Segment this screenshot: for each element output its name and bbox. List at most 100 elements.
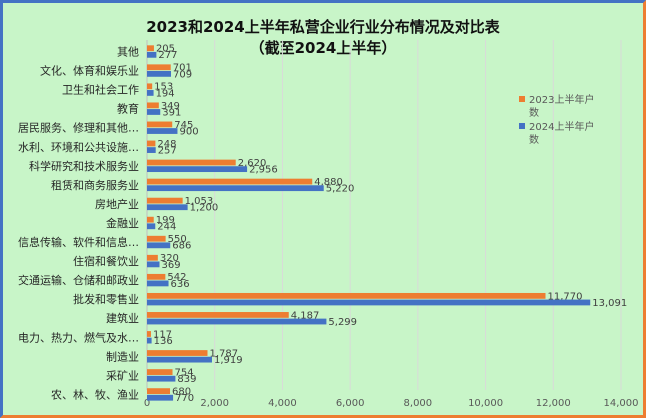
x-tick-label: 2,000 [200,398,229,409]
category-label: 居民服务、修理和其他… [18,121,139,135]
data-label-2023: 4,187 [291,310,320,321]
data-label-2023: 754 [175,367,194,378]
category-label: 房地产业 [95,197,139,211]
bar-2024 [147,375,176,382]
bar-2024 [147,70,172,77]
bar-2023 [147,45,154,52]
data-label-2024: 277 [158,50,177,61]
category-label: 批发和零售业 [73,292,139,306]
category-label: 金融业 [106,216,139,230]
data-label-2024: 709 [173,69,192,80]
bar-2024 [147,242,171,249]
bar-2023 [147,331,151,337]
legend-swatch-2024 [519,123,525,129]
category-label: 电力、热力、燃气及水… [18,330,139,344]
category-label: 文化、体育和娱乐业 [40,64,139,78]
data-label-2024: 257 [158,145,177,156]
data-label-2024: 2,956 [249,165,278,176]
bar-2024 [147,356,212,363]
bar-2024 [147,394,174,401]
bar-2023 [147,178,313,185]
category-label: 农、林、牧、渔业 [51,387,139,401]
data-label-2024: 900 [179,126,198,137]
data-label-2023: 248 [157,139,176,150]
bar-2024 [147,299,591,306]
bar-2024 [147,280,169,287]
x-tick-label: 14,000 [604,398,639,409]
category-label: 交通运输、仓储和邮政业 [18,273,139,287]
x-tick-label: 4,000 [268,398,297,409]
category-label: 卫生和社会工作 [62,83,139,97]
category-label: 水利、环境和公共设施… [18,140,139,154]
bar-2024 [147,204,188,211]
data-label-2023: 745 [174,120,193,131]
bar-2024 [147,51,157,58]
category-label: 采矿业 [106,369,139,382]
category-label: 建筑业 [106,311,139,325]
data-label-2024: 1,200 [190,203,219,214]
bar-2023 [147,254,158,261]
legend-swatch-2023 [519,96,525,102]
legend-label-2024: 2024上半年户数 [529,120,594,146]
category-label: 科学研究和技术服务业 [29,159,139,173]
bar-2024 [147,185,324,192]
bar-2023 [147,312,289,318]
category-label: 制造业 [106,349,139,363]
bar-2024 [147,90,154,96]
data-label-2024: 770 [175,393,194,404]
bar-2024 [147,166,248,173]
bar-2023 [147,102,159,109]
bar-2023 [147,216,154,223]
data-label-2023: 701 [173,63,192,74]
data-label-2023: 349 [161,101,180,112]
data-label-2024: 636 [171,279,190,290]
data-label-2024: 839 [177,374,196,385]
x-tick-label: 6,000 [336,398,365,409]
bar-2024 [147,261,160,268]
bar-2024 [147,109,161,115]
legend-label-2023: 2023上半年户数 [529,93,594,119]
data-label-2023: 199 [156,215,175,226]
bar-2023 [147,64,171,71]
data-label-2024: 13,091 [592,298,627,309]
bar-2023 [147,159,236,166]
bar-2023 [147,140,156,147]
bar-2024 [147,147,156,153]
bar-2023 [147,369,173,375]
bar-2023 [147,350,208,356]
bar-2023 [147,388,171,395]
data-label-2024: 244 [157,222,176,233]
bar-2023 [147,121,173,128]
data-label-2023: 153 [154,82,173,93]
bar-2024 [147,318,327,325]
category-label: 其他 [117,46,139,59]
data-label-2023: 11,770 [547,291,582,302]
bar-2024 [147,337,152,344]
data-label-2024: 136 [154,336,173,347]
data-label-2024: 686 [172,241,191,252]
bar-2023 [147,83,153,90]
chart-subtitle: （截至2024上半年） [249,39,397,57]
x-tick-label: 8,000 [404,398,433,409]
bar-2024 [147,128,178,134]
bar-2023 [147,235,166,242]
x-tick-label: 12,000 [536,398,571,409]
data-label-2024: 194 [156,88,175,99]
data-label-2023: 680 [172,387,191,398]
data-label-2024: 369 [161,260,180,271]
data-label-2023: 2,620 [238,158,267,169]
data-label-2023: 550 [168,234,187,245]
x-tick-label: 10,000 [468,398,503,409]
data-label-2023: 320 [160,253,179,264]
data-label-2024: 5,299 [328,317,357,328]
category-label: 租赁和商务服务业 [51,178,139,192]
data-label-2023: 4,880 [314,177,343,188]
bar-2023 [147,273,166,280]
chart-title: 2023和2024上半年私营企业行业分布情况及对比表 [146,18,500,36]
category-label: 信息传输、软件和信息… [18,235,139,249]
bar-2024 [147,223,156,230]
data-label-2024: 391 [162,107,181,118]
data-label-2023: 117 [153,329,172,340]
bar-2023 [147,197,183,204]
